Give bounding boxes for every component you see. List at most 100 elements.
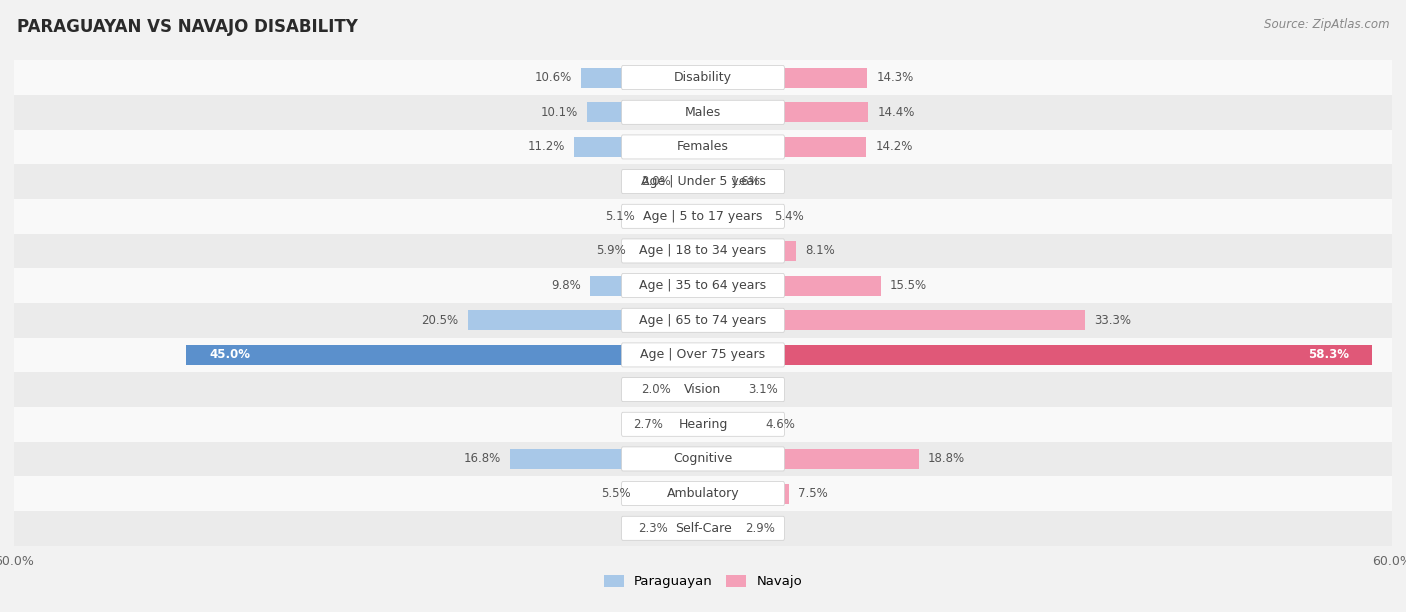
Text: 1.6%: 1.6%	[731, 175, 761, 188]
Text: Vision: Vision	[685, 383, 721, 396]
Bar	[14, 511, 1392, 546]
Text: 10.1%: 10.1%	[540, 106, 578, 119]
Bar	[14, 95, 1392, 130]
Text: 10.6%: 10.6%	[534, 71, 572, 84]
Bar	[703, 483, 789, 504]
FancyBboxPatch shape	[621, 100, 785, 124]
Text: 9.8%: 9.8%	[551, 279, 581, 292]
Bar	[703, 414, 756, 435]
Bar	[588, 102, 703, 122]
Bar	[636, 241, 703, 261]
Text: Cognitive: Cognitive	[673, 452, 733, 466]
Bar	[703, 102, 869, 122]
Bar	[186, 345, 703, 365]
Bar	[14, 442, 1392, 476]
Bar	[14, 268, 1392, 303]
Bar	[676, 518, 703, 539]
FancyBboxPatch shape	[621, 239, 785, 263]
Bar	[640, 483, 703, 504]
Bar	[703, 449, 920, 469]
Text: 2.3%: 2.3%	[638, 522, 668, 535]
Text: 18.8%: 18.8%	[928, 452, 965, 466]
Text: 11.2%: 11.2%	[527, 140, 565, 154]
Text: 2.9%: 2.9%	[745, 522, 775, 535]
Text: Self-Care: Self-Care	[675, 522, 731, 535]
Text: 5.4%: 5.4%	[775, 210, 804, 223]
Bar	[14, 338, 1392, 372]
Bar	[591, 275, 703, 296]
Text: 45.0%: 45.0%	[209, 348, 250, 362]
Text: 16.8%: 16.8%	[464, 452, 501, 466]
Bar	[468, 310, 703, 330]
Text: Hearing: Hearing	[678, 418, 728, 431]
Bar	[14, 130, 1392, 164]
Text: Males: Males	[685, 106, 721, 119]
Text: 7.5%: 7.5%	[799, 487, 828, 500]
Text: 15.5%: 15.5%	[890, 279, 928, 292]
Bar	[14, 234, 1392, 268]
Bar	[703, 310, 1085, 330]
FancyBboxPatch shape	[621, 204, 785, 228]
Text: Age | 65 to 74 years: Age | 65 to 74 years	[640, 314, 766, 327]
Text: Age | 35 to 64 years: Age | 35 to 64 years	[640, 279, 766, 292]
Bar	[644, 206, 703, 226]
Text: 20.5%: 20.5%	[422, 314, 458, 327]
Bar	[672, 414, 703, 435]
Bar	[581, 67, 703, 88]
Bar	[681, 379, 703, 400]
Bar	[510, 449, 703, 469]
Bar	[14, 372, 1392, 407]
Bar	[703, 379, 738, 400]
Text: 2.7%: 2.7%	[633, 418, 662, 431]
Text: 2.0%: 2.0%	[641, 383, 671, 396]
Text: 14.4%: 14.4%	[877, 106, 915, 119]
Text: Age | 5 to 17 years: Age | 5 to 17 years	[644, 210, 762, 223]
Text: Source: ZipAtlas.com: Source: ZipAtlas.com	[1264, 18, 1389, 31]
Text: 4.6%: 4.6%	[765, 418, 794, 431]
Bar	[14, 60, 1392, 95]
Text: Females: Females	[678, 140, 728, 154]
Text: 58.3%: 58.3%	[1309, 348, 1350, 362]
FancyBboxPatch shape	[621, 482, 785, 506]
Text: 5.9%: 5.9%	[596, 244, 626, 258]
FancyBboxPatch shape	[621, 65, 785, 89]
Text: 5.5%: 5.5%	[600, 487, 631, 500]
Bar	[703, 275, 882, 296]
Text: 33.3%: 33.3%	[1094, 314, 1132, 327]
FancyBboxPatch shape	[621, 308, 785, 332]
Text: Age | Under 5 years: Age | Under 5 years	[641, 175, 765, 188]
Bar	[14, 199, 1392, 234]
Text: 14.3%: 14.3%	[876, 71, 914, 84]
Legend: Paraguayan, Navajo: Paraguayan, Navajo	[599, 570, 807, 594]
Text: Ambulatory: Ambulatory	[666, 487, 740, 500]
Bar	[14, 303, 1392, 338]
FancyBboxPatch shape	[621, 274, 785, 297]
Bar	[703, 206, 765, 226]
Bar	[703, 171, 721, 192]
Text: 3.1%: 3.1%	[748, 383, 778, 396]
Text: Age | Over 75 years: Age | Over 75 years	[641, 348, 765, 362]
FancyBboxPatch shape	[621, 517, 785, 540]
Bar	[575, 137, 703, 157]
FancyBboxPatch shape	[621, 447, 785, 471]
Text: Disability: Disability	[673, 71, 733, 84]
Text: 14.2%: 14.2%	[875, 140, 912, 154]
FancyBboxPatch shape	[621, 170, 785, 193]
Bar	[703, 137, 866, 157]
Text: 5.1%: 5.1%	[606, 210, 636, 223]
Bar	[14, 476, 1392, 511]
FancyBboxPatch shape	[621, 135, 785, 159]
Bar	[681, 171, 703, 192]
FancyBboxPatch shape	[621, 343, 785, 367]
FancyBboxPatch shape	[621, 412, 785, 436]
Bar	[703, 67, 868, 88]
Bar	[14, 407, 1392, 442]
Text: 2.0%: 2.0%	[641, 175, 671, 188]
FancyBboxPatch shape	[621, 378, 785, 401]
Text: 8.1%: 8.1%	[806, 244, 835, 258]
Bar	[14, 164, 1392, 199]
Text: PARAGUAYAN VS NAVAJO DISABILITY: PARAGUAYAN VS NAVAJO DISABILITY	[17, 18, 357, 36]
Bar	[703, 241, 796, 261]
Bar	[703, 345, 1372, 365]
Bar	[703, 518, 737, 539]
